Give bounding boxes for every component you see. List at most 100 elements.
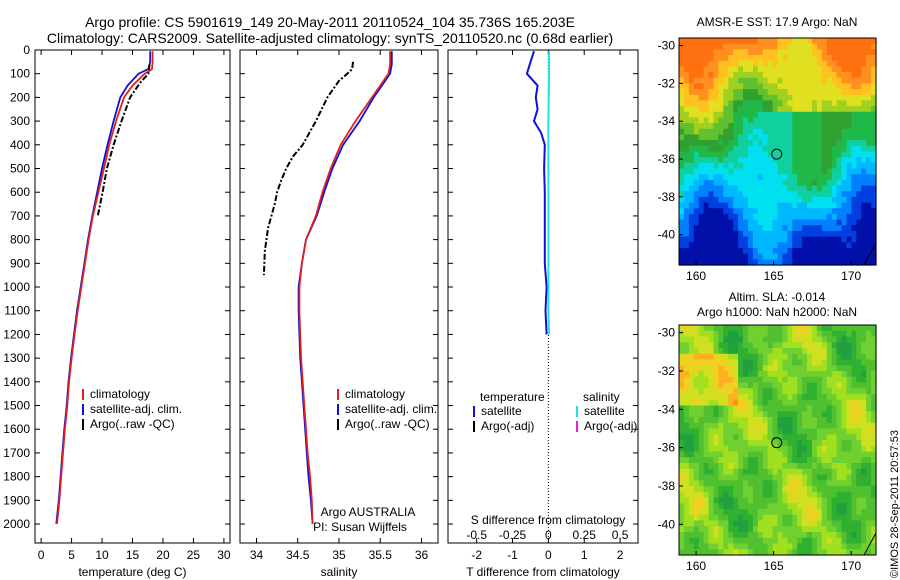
sla-cell	[738, 520, 744, 527]
sla-cell	[782, 440, 788, 447]
sla-cell	[738, 365, 744, 372]
sst-cell	[688, 140, 695, 147]
sla-cell	[856, 526, 862, 533]
sla-cell	[782, 497, 788, 504]
sla-cell	[748, 348, 754, 355]
sst-cell	[708, 140, 714, 147]
sst-cell	[807, 145, 813, 153]
sst-cell	[743, 60, 749, 67]
sst-cell	[718, 134, 724, 141]
sla-cell	[866, 468, 872, 476]
sst-cell	[816, 111, 823, 119]
sst-cell	[782, 179, 788, 187]
sla-cell	[846, 428, 852, 435]
sst-cell	[861, 134, 867, 141]
sst-cell	[816, 128, 823, 136]
sla-cell	[856, 359, 862, 366]
sst-cell	[703, 128, 710, 136]
sst-cell	[698, 225, 705, 232]
sst-cell	[812, 128, 818, 136]
sst-cell	[728, 236, 734, 243]
sst-cell	[836, 230, 843, 238]
sla-cell	[777, 359, 783, 366]
sla-cell	[703, 457, 710, 464]
sla-cell	[748, 491, 754, 499]
sla-cell	[772, 491, 779, 499]
sst-cell	[733, 100, 739, 107]
sla-cell	[797, 468, 803, 476]
sla-cell	[802, 399, 808, 407]
sst-cell	[767, 66, 774, 73]
sla-cell	[851, 348, 857, 355]
sla-cell	[683, 405, 690, 412]
sst-cell	[718, 83, 724, 90]
sla-cell	[807, 509, 813, 516]
sla-cell	[851, 532, 857, 539]
sla-cell	[846, 451, 852, 458]
sst-cell	[792, 185, 798, 192]
sst-cell	[683, 106, 690, 113]
sla-cell	[767, 411, 774, 418]
sla-cell	[762, 451, 769, 458]
sla-cell	[679, 480, 685, 487]
sst-cell	[846, 185, 852, 192]
sst-cell	[782, 94, 788, 102]
sla-cell	[851, 486, 857, 493]
sla-cell	[861, 348, 867, 355]
sla-cell	[846, 457, 852, 464]
sla-cell	[821, 480, 828, 487]
sla-cell	[733, 371, 739, 378]
sst-cell	[821, 248, 828, 255]
sst-cell	[802, 43, 808, 50]
sla-cell	[861, 503, 867, 510]
sla-cell	[816, 451, 823, 458]
sst-cell	[762, 134, 769, 141]
sst-cell	[762, 191, 769, 198]
sla-cell	[851, 526, 857, 533]
sst-cell	[782, 106, 788, 113]
sla-cell	[772, 549, 779, 556]
sst-cell	[772, 38, 779, 45]
sst-cell	[826, 191, 833, 198]
sla-cell	[807, 417, 813, 424]
sst-cell	[802, 100, 808, 107]
sst-cell	[821, 259, 828, 266]
sst-cell	[683, 196, 690, 204]
sla-cell	[851, 468, 857, 476]
sla-cell	[777, 325, 783, 332]
sst-cell	[683, 202, 690, 209]
sst-cell	[816, 77, 823, 84]
sst-cell	[767, 242, 774, 249]
sst-cell	[713, 106, 719, 113]
sla-cell	[772, 348, 779, 355]
sla-cell	[792, 509, 798, 516]
sla-cell	[693, 457, 700, 464]
sst-cell	[713, 162, 719, 170]
sst-cell	[777, 202, 783, 209]
sla-cell	[733, 394, 739, 401]
sla-cell	[748, 422, 754, 430]
sla-cell	[792, 520, 798, 527]
sla-cell	[762, 491, 769, 499]
sla-cell	[777, 330, 783, 338]
sla-cell	[871, 537, 877, 545]
sst-cell	[831, 123, 838, 130]
sla-cell	[728, 411, 734, 418]
sla-cell	[841, 549, 847, 556]
sla-cell	[792, 543, 798, 550]
sst-cell	[713, 213, 719, 221]
sla-cell	[767, 486, 774, 493]
sst-cell	[762, 60, 769, 67]
sla-cell	[723, 445, 729, 453]
sst-cell	[762, 208, 769, 215]
sla-cell	[683, 520, 690, 527]
sla-cell	[757, 503, 764, 510]
sla-cell	[821, 440, 828, 447]
sst-cell	[723, 77, 729, 84]
sla-cell	[871, 422, 877, 430]
sst-cell	[752, 145, 759, 153]
sla-cell	[856, 532, 862, 539]
sst-cell	[743, 168, 749, 175]
sst-cell	[752, 208, 759, 215]
sst-cell	[733, 225, 739, 232]
